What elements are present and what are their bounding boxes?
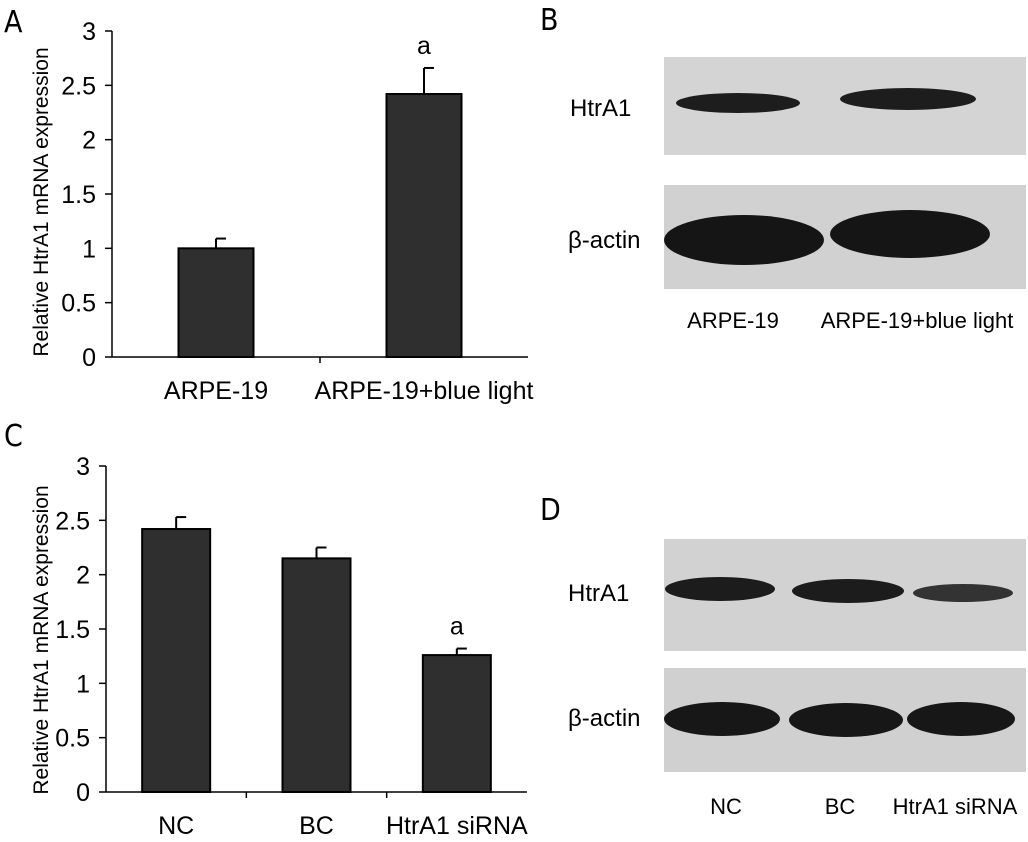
blot-d-row-label-htra1: HtrA1 <box>568 580 629 607</box>
chart-c-y-tick-label: 2 <box>76 562 90 590</box>
chart-c-bar <box>421 654 492 794</box>
chart-a-y-tick-label: 1.5 <box>61 181 96 209</box>
western-blot-b: HtrA1 β-actin ARPE-19 ARPE-19+blue light <box>568 57 1026 333</box>
chart-c-category-label: HtrA1 siRNA <box>386 812 528 840</box>
chart-a-y-axis-label: Relative HtrA1 mRNA expression <box>30 47 53 356</box>
blot-b-row-label-actin: β-actin <box>568 227 641 254</box>
chart-a-y-tick-label: 1 <box>82 235 96 263</box>
panel-letter-c: C <box>4 419 23 454</box>
chart-a-category-label: ARPE-19 <box>164 377 268 405</box>
chart-c-category-label: BC <box>299 812 334 840</box>
chart-c: Relative HtrA1 mRNA expression 0 0.5 1 1.5 2… <box>30 453 528 840</box>
chart-a-y-tick-label: 0.5 <box>61 290 96 318</box>
chart-c-y-tick-label: 2.5 <box>55 507 90 535</box>
blot-b-row-label-htra1: HtrA1 <box>570 95 631 122</box>
blot-d-htra1-band-3 <box>913 584 1013 602</box>
panel-letter-d: D <box>540 493 561 528</box>
chart-c-bar <box>141 528 212 793</box>
blot-d-lane-label-3: HtrA1 siRNA <box>893 794 1018 819</box>
chart-c-significance-label: a <box>450 613 464 641</box>
blot-b-actin-band-2 <box>830 210 990 258</box>
blot-b-actin-band-1 <box>664 215 824 265</box>
blot-d-lane-label-1: NC <box>710 794 742 819</box>
chart-c-category-label: NC <box>158 812 194 840</box>
chart-a-y-tick-label: 2.5 <box>61 72 96 100</box>
blot-d-htra1-band-2 <box>792 579 904 603</box>
chart-c-y-tick-label: 3 <box>76 453 90 481</box>
blot-d-actin-band-3 <box>907 702 1015 736</box>
blot-d-row-label-actin: β-actin <box>568 705 641 732</box>
blot-d-actin-band-1 <box>664 702 780 736</box>
chart-a-bar <box>385 93 463 358</box>
blot-b-lane-label-1: ARPE-19 <box>687 308 779 333</box>
chart-a-axes: 0 0.5 1 1.5 2 2.5 3 <box>61 18 528 372</box>
chart-a-marks: ARPE-19 a ARPE-19+blue light <box>164 32 534 405</box>
chart-c-y-tick-label: 1 <box>76 670 90 698</box>
chart-a: Relative HtrA1 mRNA expression 0 0.5 1 1.5 2… <box>30 18 533 405</box>
chart-a-category-label: ARPE-19+blue light <box>315 377 534 405</box>
blot-b-htra1-band-2 <box>840 88 976 110</box>
chart-a-y-tick-label: 0 <box>82 344 96 372</box>
blot-d-lane-label-2: BC <box>825 794 856 819</box>
chart-a-bar <box>177 247 255 358</box>
chart-c-marks: NC BC a HtrA1 siRNA <box>141 516 528 840</box>
chart-a-y-tick-label: 2 <box>82 127 96 155</box>
western-blot-d: HtrA1 β-actin NC BC HtrA1 siRNA <box>568 539 1026 819</box>
chart-a-significance-label: a <box>417 32 431 60</box>
chart-c-y-tick-label: 0.5 <box>55 725 90 753</box>
panel-letter-a: A <box>4 5 23 40</box>
blot-d-htra1-band-1 <box>665 577 775 601</box>
blot-b-htra1-band-1 <box>676 93 800 113</box>
chart-c-axes: 0 0.5 1 1.5 2 2.5 3 <box>55 453 527 807</box>
chart-c-bar <box>281 557 352 793</box>
panel-letter-b: B <box>540 3 559 38</box>
blot-b-lane-label-2: ARPE-19+blue light <box>821 308 1014 333</box>
chart-a-y-tick-label: 3 <box>82 18 96 46</box>
blot-d-actin-band-2 <box>789 703 903 737</box>
chart-c-y-axis-label: Relative HtrA1 mRNA expression <box>30 485 53 794</box>
chart-c-y-tick-label: 0 <box>76 779 90 807</box>
chart-c-y-tick-label: 1.5 <box>55 616 90 644</box>
